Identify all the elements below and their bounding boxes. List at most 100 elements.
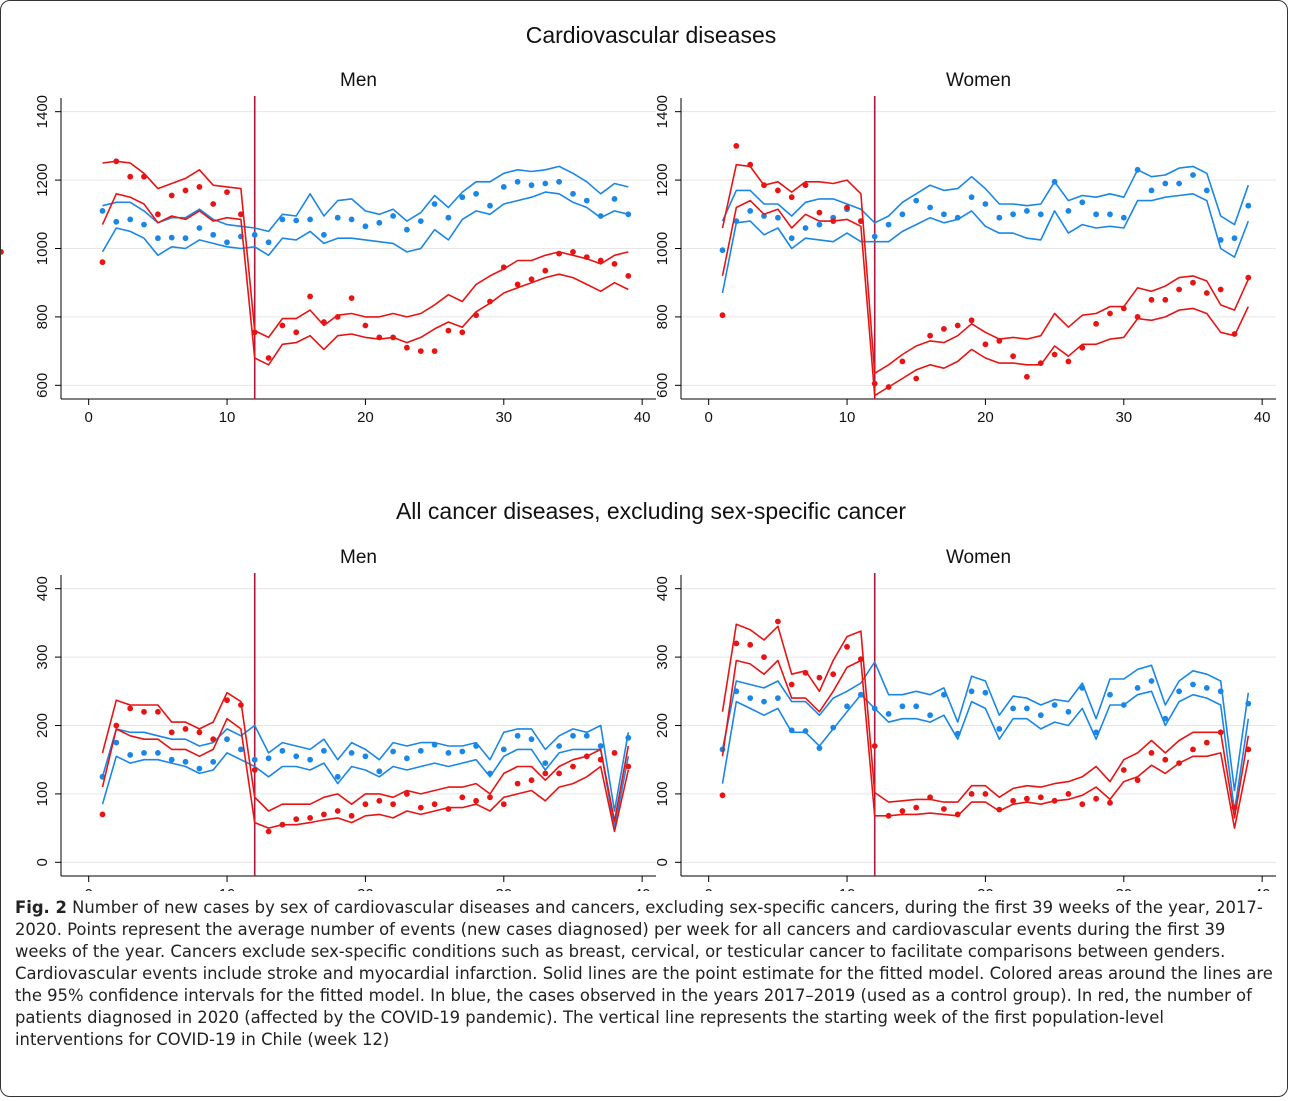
control-point: [528, 182, 535, 189]
covid-point: [1231, 331, 1238, 337]
y-tick-label: 400: [34, 576, 51, 601]
control-point: [1079, 199, 1086, 206]
control-point: [196, 765, 203, 772]
covid-point: [431, 348, 438, 354]
covid-point: [597, 257, 604, 264]
covid-point: [196, 184, 203, 190]
control-ci-upper-line: [101, 724, 630, 812]
control-point: [816, 745, 823, 751]
control-point: [1176, 180, 1182, 187]
control-point: [1010, 211, 1016, 218]
control-point: [927, 712, 933, 719]
panel-title: Men: [340, 547, 377, 568]
control-point: [445, 214, 452, 221]
covid-point: [210, 201, 217, 207]
control-point: [996, 726, 1003, 732]
covid-ci-upper-line: [102, 160, 629, 339]
x-tick-label: 0: [85, 886, 93, 891]
control-point: [954, 730, 961, 737]
y-tick-label: 200: [654, 713, 671, 738]
control-point: [556, 743, 562, 749]
control-point: [431, 741, 438, 748]
covid-ci-lower-line: [101, 193, 629, 366]
covid-point: [1190, 279, 1196, 286]
control-point: [788, 727, 795, 734]
control-point: [210, 231, 217, 238]
covid-point: [362, 801, 369, 808]
control-point: [597, 743, 604, 749]
control-ci-lower-line: [721, 690, 1250, 812]
control-point: [830, 724, 837, 731]
covid-point: [251, 767, 258, 773]
covid-point: [858, 218, 864, 225]
covid-point: [570, 249, 576, 255]
covid-point: [348, 295, 355, 301]
control-point: [473, 743, 479, 749]
covid-point: [788, 681, 795, 688]
control-point: [885, 711, 892, 717]
covid-ci-upper-line: [721, 163, 1250, 375]
control-point: [1079, 685, 1086, 691]
control-ci-upper-line: [102, 165, 629, 233]
y-tick-label: 1200: [34, 163, 51, 196]
control-point: [1245, 700, 1252, 707]
x-tick-label: 30: [1115, 409, 1132, 426]
covid-point: [514, 281, 521, 288]
covid-point: [279, 821, 286, 828]
control-point: [251, 231, 258, 238]
control-ci-upper-line: [721, 661, 1250, 792]
control-point: [99, 208, 106, 214]
covid-point: [417, 804, 424, 811]
x-tick-label: 10: [839, 886, 856, 891]
control-point: [321, 231, 327, 238]
control-ci-lower-line: [101, 191, 629, 257]
control-point: [871, 233, 878, 240]
covid-point: [1079, 344, 1086, 351]
covid-point: [528, 777, 535, 784]
control-point: [307, 756, 313, 763]
covid-point: [431, 801, 438, 808]
covid-point: [625, 273, 632, 279]
control-point: [334, 214, 341, 221]
control-point: [265, 755, 272, 762]
covid-point: [885, 384, 892, 390]
control-point: [625, 734, 632, 741]
control-point: [625, 211, 632, 218]
covid-point: [802, 669, 809, 676]
covid-point: [500, 801, 507, 808]
covid-point: [1120, 305, 1127, 312]
covid-point: [611, 750, 618, 756]
control-point: [927, 204, 933, 211]
covid-point: [788, 194, 795, 201]
covid-point: [1176, 286, 1182, 293]
control-point: [514, 178, 521, 185]
control-point: [348, 750, 355, 756]
covid-point: [459, 329, 466, 336]
control-point: [1107, 691, 1113, 698]
covid-point: [1190, 746, 1196, 753]
covid-point: [487, 298, 493, 305]
group-title: All cancer diseases, excluding sex-speci…: [396, 498, 906, 524]
control-point: [1051, 178, 1058, 185]
chart-panel: Men 600 800 1000 1200 1400 0 10 20 30 40: [1, 70, 656, 426]
control-point: [982, 689, 989, 696]
control-point: [844, 703, 850, 710]
x-tick-label: 40: [634, 886, 651, 891]
covid-point: [251, 329, 258, 336]
covid-point: [224, 189, 230, 196]
control-point: [362, 223, 369, 230]
control-point: [1148, 187, 1155, 194]
control-point: [1107, 211, 1113, 218]
covid-point: [376, 334, 383, 341]
control-point: [968, 194, 975, 201]
control-point: [487, 770, 493, 777]
control-point: [182, 235, 189, 242]
control-point: [390, 213, 396, 219]
x-tick-label: 40: [1254, 409, 1271, 426]
covid-point: [1037, 794, 1044, 801]
covid-point: [1024, 373, 1030, 380]
covid-point: [293, 329, 300, 336]
covid-point: [168, 729, 175, 736]
control-point: [611, 196, 618, 202]
control-point: [238, 746, 244, 753]
